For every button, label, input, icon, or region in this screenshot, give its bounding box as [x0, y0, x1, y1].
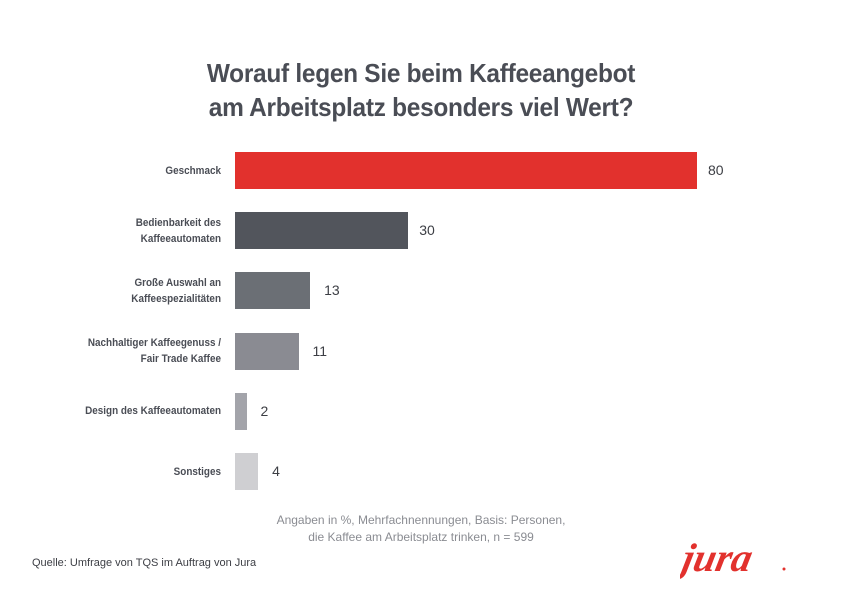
chart-title-line: am Arbeitsplatz besonders viel Wert?	[208, 92, 634, 122]
value-label: 2	[260, 402, 269, 419]
bar	[235, 392, 247, 430]
source-text: Quelle: Umfrage von TQS im Auftrag von J…	[32, 557, 257, 569]
survey-note-line: die Kaffee am Arbeitsplatz trinken, n = …	[308, 530, 534, 544]
chart-title: Worauf legen Sie beim Kaffeeangebot am A…	[0, 56, 842, 124]
bar	[235, 453, 259, 490]
bar	[235, 332, 299, 370]
value-label: 80	[708, 162, 724, 178]
category-label-line: Geschmack	[165, 164, 221, 177]
chart-title-line: Worauf legen Sie beim Kaffeeangebot	[206, 58, 636, 88]
category-label: Bedienbarkeit des Kaffeeautomaten	[41, 215, 221, 247]
category-label-line: Bedienbarkeit des	[135, 216, 221, 229]
survey-note-line: Angaben in %, Mehrfachnennungen, Basis: …	[276, 513, 566, 527]
bar	[235, 152, 697, 189]
category-label-line: Fair Trade Kaffee	[140, 353, 221, 366]
value-label: 30	[419, 222, 435, 239]
survey-note: Angaben in %, Mehrfachnennungen, Basis: …	[0, 512, 842, 546]
value-label: 4	[272, 463, 280, 479]
category-label-line: Sonstiges	[173, 465, 221, 478]
svg-text:jura: jura	[680, 535, 757, 580]
value-label: 11	[312, 342, 328, 359]
category-label: Sonstiges	[41, 464, 221, 480]
category-label-line: Design des Kaffeeautomaten	[85, 405, 221, 418]
category-label: Geschmack	[41, 163, 221, 179]
category-label: Große Auswahl an Kaffeespezialitäten	[41, 275, 221, 307]
category-label-line: Kaffeespezialitäten	[131, 292, 221, 305]
jura-logo: jura	[680, 535, 786, 580]
category-label: Nachhaltiger Kaffeegenuss / Fair Trade Ka…	[41, 335, 221, 367]
category-label-line: Große Auswahl an	[134, 276, 221, 289]
bar	[235, 272, 311, 310]
category-label-line: Kaffeeautomaten	[140, 232, 221, 245]
category-label-line: Nachhaltiger Kaffeegenuss /	[87, 337, 221, 350]
bar	[235, 212, 409, 250]
category-label: Design des Kaffeeautomaten	[41, 403, 221, 419]
value-label: 13	[324, 282, 340, 299]
